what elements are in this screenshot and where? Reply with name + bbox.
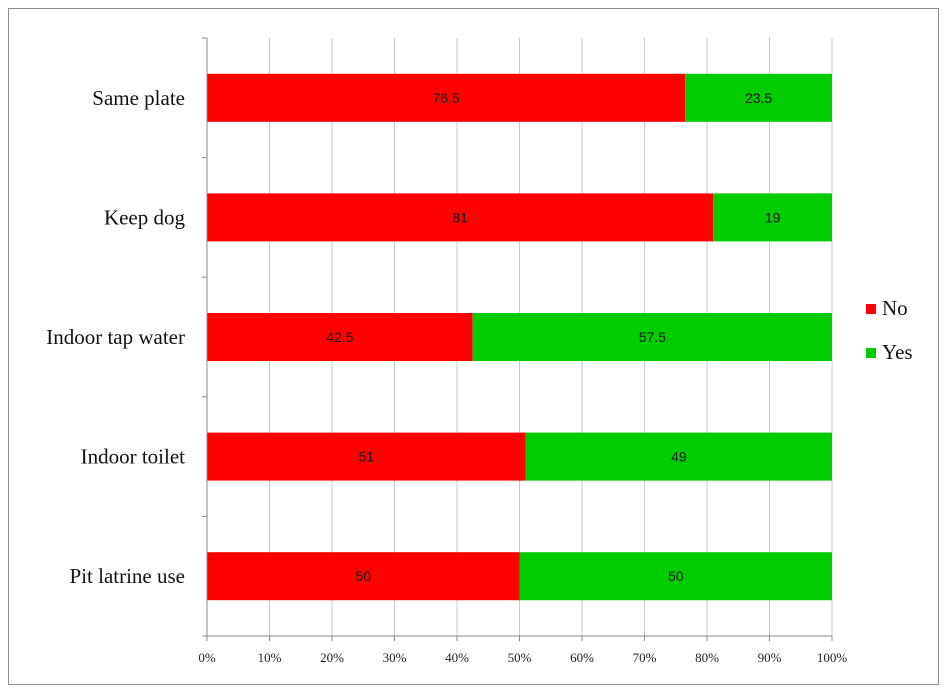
legend: No Yes	[866, 296, 913, 364]
data-label: 19	[765, 209, 781, 225]
data-label: 50	[355, 568, 371, 584]
data-label: 57.5	[639, 329, 666, 345]
bar-no	[207, 313, 473, 361]
bar-yes	[525, 432, 832, 481]
data-label: 49	[671, 449, 687, 465]
bar-no	[207, 432, 526, 481]
x-tick-label: 30%	[383, 650, 407, 665]
x-tick-label: 10%	[258, 650, 282, 665]
data-label: 76.5	[432, 90, 459, 106]
x-tick-label: 70%	[633, 650, 657, 665]
x-tick-label: 80%	[695, 650, 719, 665]
bar-no	[207, 193, 714, 242]
data-label: 51	[359, 449, 375, 465]
legend-swatch-no	[866, 304, 876, 314]
category-label: Same plate	[92, 86, 185, 110]
category-label: Indoor toilet	[81, 445, 186, 469]
data-label: 50	[668, 568, 684, 584]
data-label: 42.5	[326, 329, 353, 345]
legend-label-no: No	[882, 296, 908, 320]
data-label: 23.5	[745, 90, 772, 106]
axes	[202, 37, 833, 641]
x-tick-label: 0%	[198, 650, 216, 665]
bar-no	[207, 552, 520, 601]
category-label: Keep dog	[104, 205, 186, 229]
x-tick-label: 50%	[508, 650, 532, 665]
legend-swatch-yes	[866, 348, 876, 358]
x-tick-label: 90%	[758, 650, 782, 665]
x-tick-label: 20%	[320, 650, 344, 665]
x-tick-label: 60%	[570, 650, 594, 665]
bar-yes	[472, 313, 832, 361]
legend-label-yes: Yes	[882, 340, 913, 364]
labels: 0% 10% 20% 30% 40% 50% 60% 70% 80% 90% 100% 76.5 23.…	[46, 86, 847, 665]
x-tick-label: 40%	[445, 650, 469, 665]
category-label: Indoor tap water	[46, 325, 185, 349]
bar-yes	[713, 193, 832, 242]
data-label: 81	[452, 209, 468, 225]
category-label: Pit latrine use	[70, 564, 185, 588]
bar-no	[207, 73, 686, 122]
x-tick-label: 100%	[817, 650, 848, 665]
bar-yes	[519, 552, 832, 601]
bars	[207, 73, 832, 601]
bar-yes	[685, 73, 832, 122]
